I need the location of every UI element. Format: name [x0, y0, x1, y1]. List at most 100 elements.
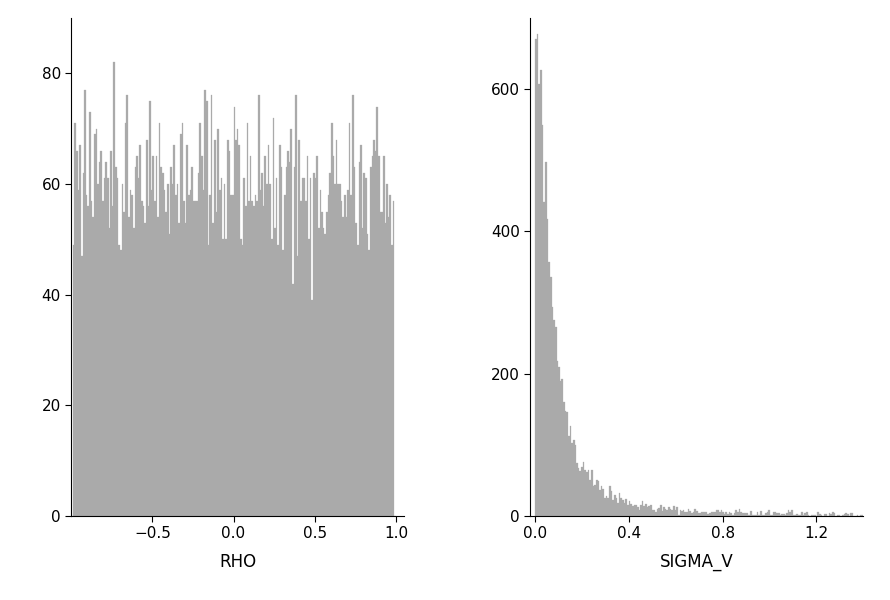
- Bar: [612, 500, 614, 516]
- Bar: [328, 195, 329, 516]
- Bar: [263, 206, 264, 516]
- Bar: [260, 190, 261, 516]
- Bar: [606, 496, 607, 516]
- Bar: [544, 202, 545, 516]
- Bar: [721, 511, 722, 516]
- Bar: [279, 145, 280, 516]
- Bar: [362, 228, 363, 516]
- Bar: [680, 509, 681, 516]
- Bar: [773, 512, 774, 516]
- Bar: [571, 443, 573, 516]
- Bar: [538, 84, 540, 516]
- Bar: [336, 140, 337, 516]
- Bar: [376, 107, 378, 516]
- Bar: [811, 515, 813, 516]
- Bar: [130, 190, 131, 516]
- Bar: [708, 514, 709, 516]
- Bar: [113, 62, 115, 516]
- Bar: [95, 128, 97, 516]
- X-axis label: SIGMA_V: SIGMA_V: [660, 553, 733, 571]
- Bar: [251, 200, 253, 516]
- Bar: [167, 184, 168, 516]
- Bar: [178, 223, 180, 516]
- Bar: [357, 245, 359, 516]
- Bar: [724, 514, 725, 516]
- Bar: [712, 512, 714, 516]
- Bar: [284, 195, 286, 516]
- Bar: [548, 262, 550, 516]
- Bar: [628, 501, 630, 516]
- Bar: [221, 178, 222, 516]
- Bar: [640, 505, 642, 516]
- Bar: [766, 512, 768, 516]
- Bar: [271, 239, 272, 516]
- Bar: [591, 470, 593, 516]
- Bar: [716, 511, 717, 516]
- Bar: [128, 217, 130, 516]
- Bar: [134, 167, 136, 516]
- Bar: [203, 190, 205, 516]
- Bar: [363, 173, 365, 516]
- Bar: [791, 511, 793, 516]
- Bar: [231, 195, 232, 516]
- Bar: [545, 163, 546, 516]
- Bar: [89, 112, 91, 516]
- Bar: [133, 228, 134, 516]
- Bar: [365, 178, 367, 516]
- Bar: [681, 511, 683, 516]
- Bar: [753, 515, 755, 516]
- Bar: [735, 511, 737, 516]
- Bar: [292, 284, 294, 516]
- Bar: [117, 178, 118, 516]
- Bar: [162, 173, 164, 516]
- Bar: [844, 514, 845, 516]
- Bar: [780, 515, 781, 516]
- Bar: [344, 195, 345, 516]
- Bar: [819, 514, 821, 516]
- Bar: [540, 70, 542, 516]
- Bar: [383, 157, 384, 516]
- Bar: [758, 515, 760, 516]
- Bar: [120, 250, 122, 516]
- Bar: [187, 145, 188, 516]
- Bar: [622, 500, 624, 516]
- Bar: [750, 511, 752, 516]
- Bar: [177, 184, 178, 516]
- Bar: [860, 515, 862, 516]
- Bar: [209, 195, 211, 516]
- Bar: [564, 412, 566, 516]
- Bar: [154, 200, 156, 516]
- Bar: [276, 178, 278, 516]
- Bar: [821, 515, 822, 516]
- Bar: [76, 151, 77, 516]
- Bar: [243, 178, 245, 516]
- Bar: [264, 157, 266, 516]
- Bar: [253, 206, 255, 516]
- Bar: [183, 200, 185, 516]
- Bar: [136, 157, 138, 516]
- Bar: [690, 511, 691, 516]
- Bar: [647, 508, 649, 516]
- Bar: [207, 245, 209, 516]
- Bar: [79, 145, 81, 516]
- Bar: [81, 256, 83, 516]
- Bar: [201, 157, 203, 516]
- Bar: [256, 200, 258, 516]
- Bar: [240, 239, 242, 516]
- Bar: [75, 123, 76, 516]
- Bar: [368, 250, 370, 516]
- Bar: [795, 515, 796, 516]
- Bar: [223, 184, 225, 516]
- Bar: [123, 212, 125, 516]
- Bar: [786, 513, 788, 516]
- Bar: [148, 206, 150, 516]
- Bar: [781, 514, 783, 516]
- Bar: [747, 513, 748, 516]
- Bar: [255, 195, 256, 516]
- Bar: [556, 361, 558, 516]
- Bar: [563, 402, 564, 516]
- Bar: [764, 515, 765, 516]
- Bar: [168, 234, 170, 516]
- Bar: [737, 512, 739, 516]
- Bar: [388, 217, 390, 516]
